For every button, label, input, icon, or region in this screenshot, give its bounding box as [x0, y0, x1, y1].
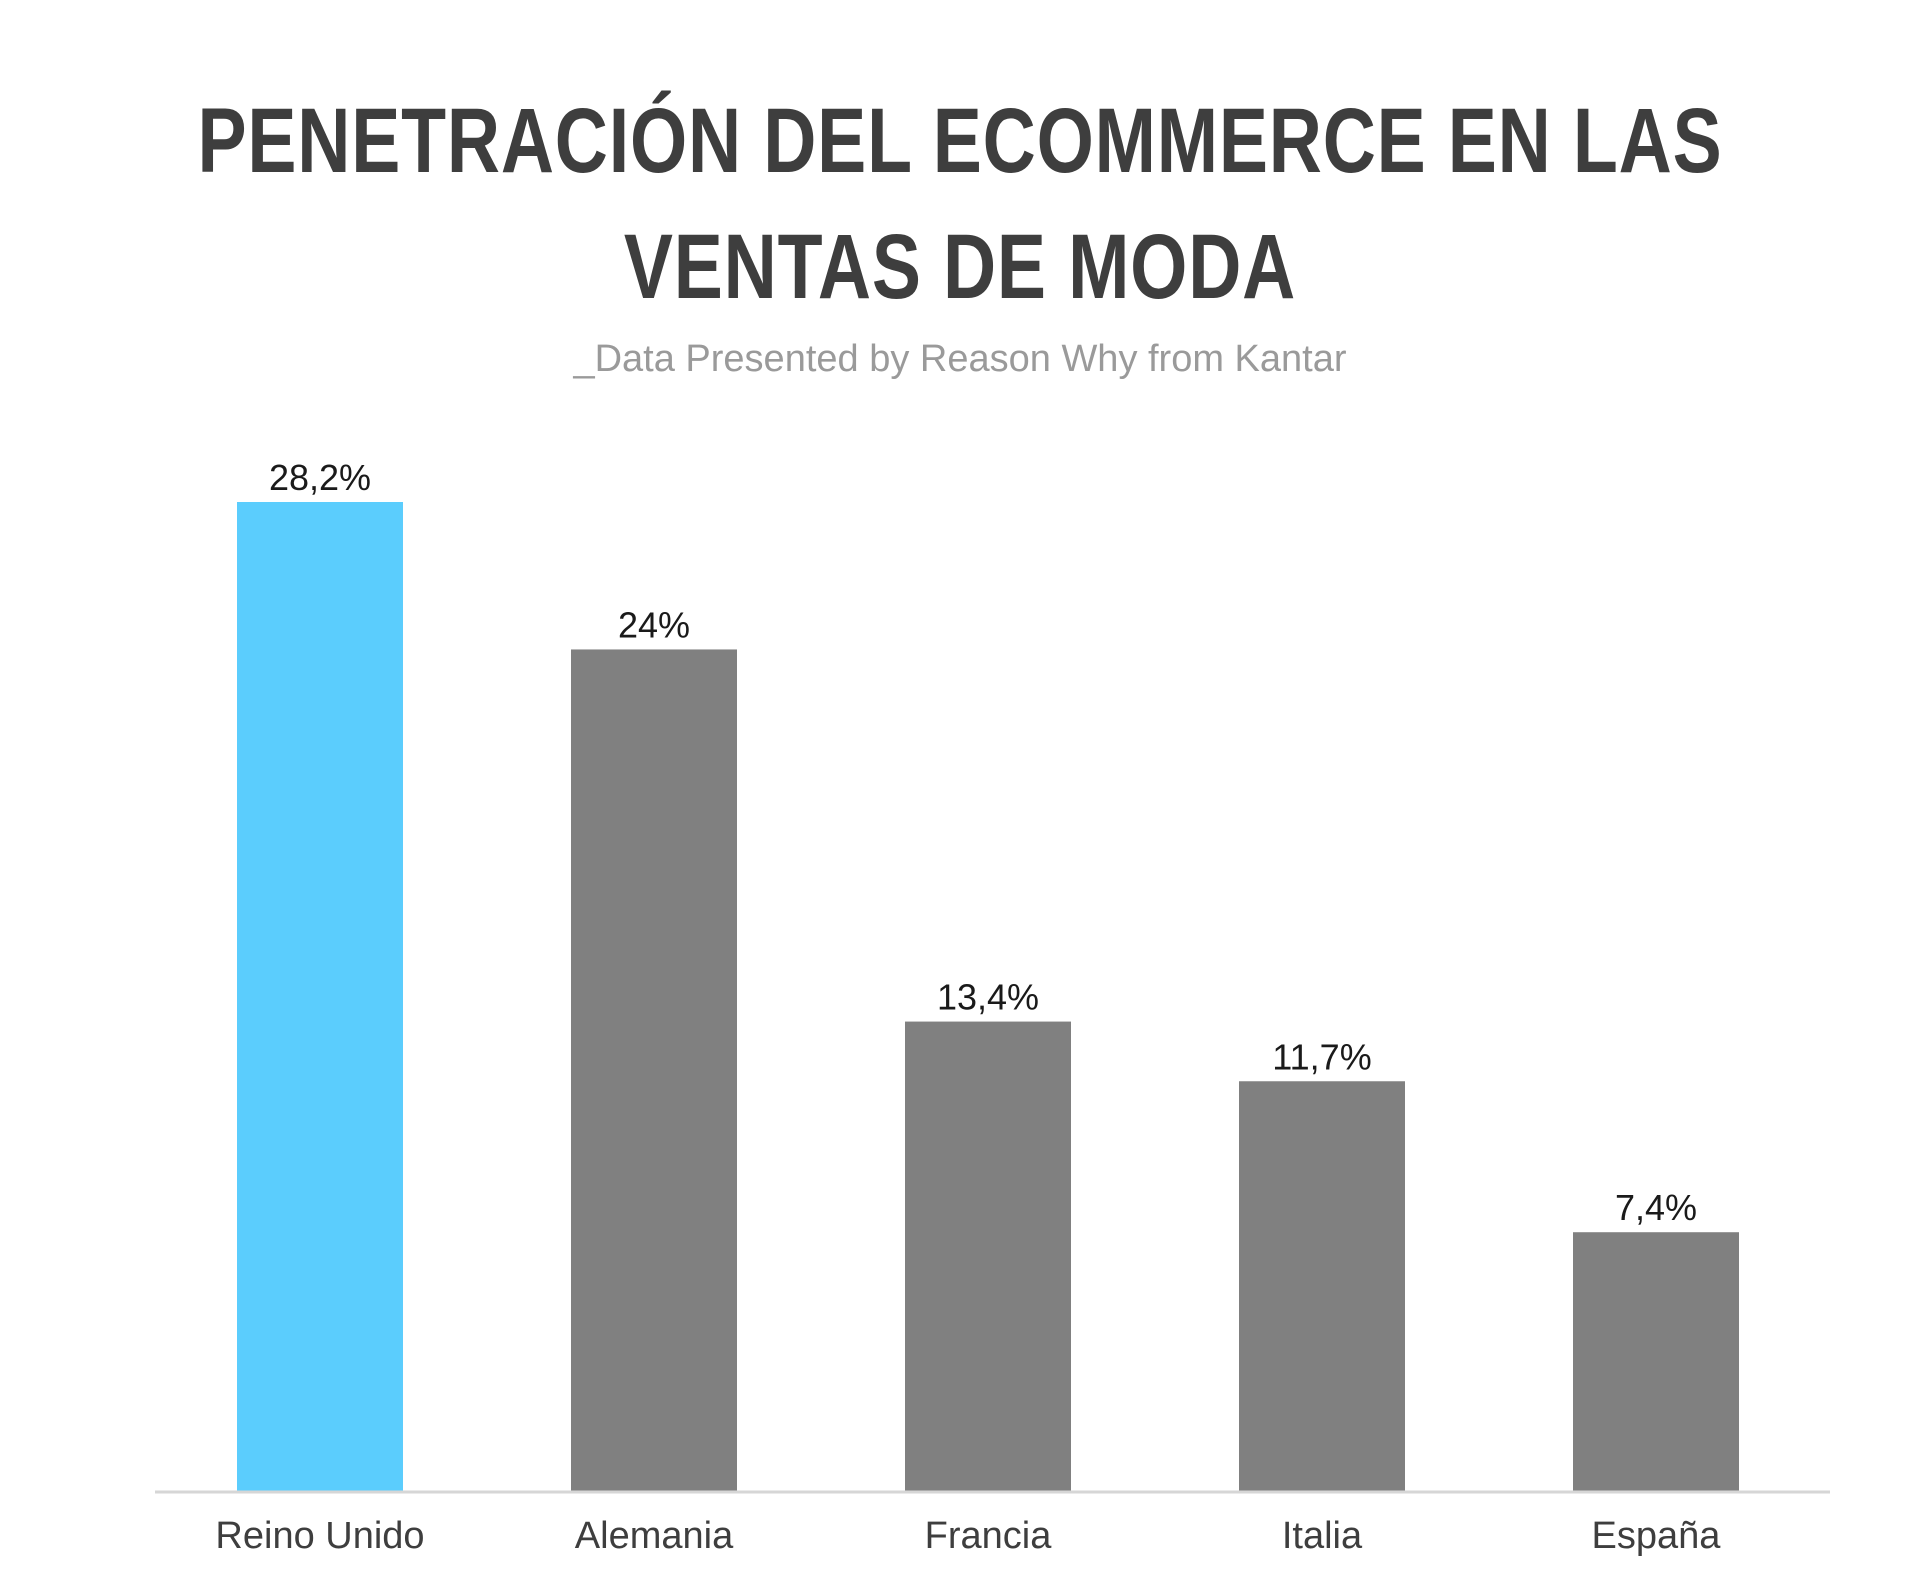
- bar-francia: [905, 1021, 1071, 1492]
- category-label-alemania: Alemania: [575, 1515, 734, 1557]
- category-label-espana: España: [1592, 1515, 1722, 1557]
- bars-group: [237, 502, 1739, 1492]
- bar-italia: [1239, 1081, 1405, 1492]
- chart-title: PENETRACIÓN DEL ECOMMERCE EN LAS VENTAS …: [192, 78, 1728, 330]
- bar-reino-unido: [237, 502, 403, 1492]
- chart-subtitle: _Data Presented by Reason Why from Kanta…: [573, 338, 1347, 380]
- chart-title-line-1: PENETRACIÓN DEL ECOMMERCE EN LAS: [197, 90, 1723, 192]
- value-labels-group: 28,2% 24% 13,4% 11,7% 7,4%: [269, 457, 1697, 1228]
- category-labels-group: Reino Unido Alemania Francia Italia España: [215, 1515, 1721, 1557]
- value-label-reino-unido: 28,2%: [269, 457, 371, 498]
- bar-alemania: [571, 649, 737, 1492]
- category-label-reino-unido: Reino Unido: [215, 1515, 424, 1557]
- category-label-francia: Francia: [925, 1515, 1053, 1557]
- bar-espana: [1573, 1232, 1739, 1492]
- value-label-francia: 13,4%: [937, 977, 1039, 1018]
- value-label-italia: 11,7%: [1272, 1036, 1371, 1077]
- category-label-italia: Italia: [1282, 1515, 1363, 1557]
- chart-title-line-2: VENTAS DE MODA: [623, 216, 1297, 318]
- value-label-espana: 7,4%: [1615, 1187, 1697, 1228]
- value-label-alemania: 24%: [618, 604, 690, 645]
